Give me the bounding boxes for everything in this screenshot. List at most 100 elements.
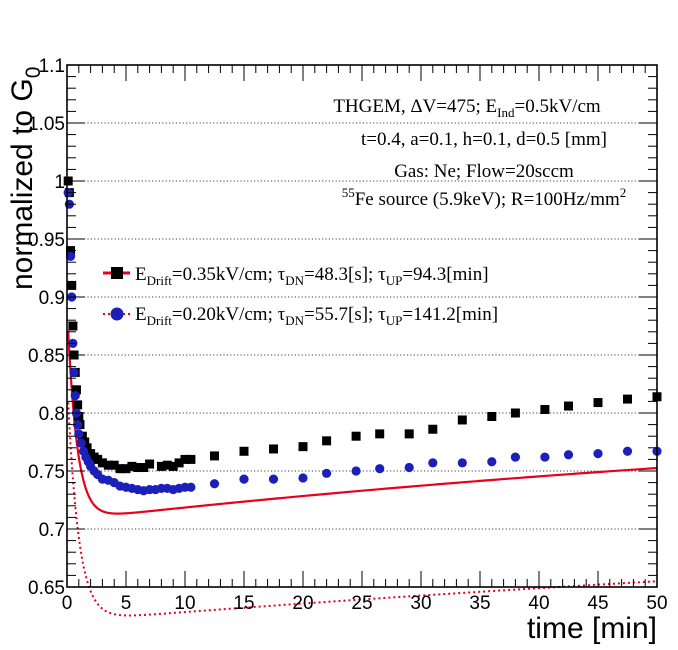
data-point-series-0: [127, 461, 137, 471]
data-point-series-1: [268, 474, 279, 484]
data-point-series-0: [93, 454, 103, 464]
y-tick-label: 0.65: [28, 578, 65, 599]
data-point-series-0: [162, 460, 172, 470]
x-tick-label: 10: [174, 593, 195, 614]
data-point-series-1: [298, 473, 308, 483]
svg-text:EDrift=0.35kV/cm; τDN=48.3[s];: EDrift=0.35kV/cm; τDN=48.3[s]; τUP=94.3[…: [135, 264, 489, 288]
data-point-series-0: [351, 431, 361, 441]
data-point-series-1: [622, 446, 633, 456]
legend-marker-square: [111, 267, 123, 279]
y-axis-title-text: normalized to G: [6, 78, 39, 290]
data-point-series-0: [375, 429, 385, 439]
y-tick-label: 0.9: [39, 288, 65, 309]
data-point-series-0: [180, 454, 190, 464]
data-point-series-1: [69, 367, 79, 377]
data-point-series-0: [71, 385, 81, 395]
data-point-series-1: [322, 468, 332, 478]
y-axis-title-subscript: 0: [22, 67, 45, 79]
data-point-series-0: [133, 463, 143, 473]
data-point-series-0: [109, 460, 119, 470]
data-point-series-0: [68, 321, 78, 331]
svg-text:EDrift=0.20kV/cm; τDN=55.7[s];: EDrift=0.20kV/cm; τDN=55.7[s]; τUP=141.2…: [135, 304, 498, 328]
y-axis-title: normalized to G0: [6, 67, 45, 290]
data-point-series-0: [510, 408, 520, 418]
data-point-series-0: [103, 460, 113, 470]
axis-tick-labels: 0 5 10 15 20 25 30 35 40 45 50 0.65 0.7 0.75 0.8 0.85 0.…: [28, 56, 668, 614]
data-point-series-0: [322, 436, 332, 446]
data-point-series-1: [65, 251, 76, 261]
data-point-series-0: [269, 444, 278, 454]
data-point-series-1: [375, 464, 385, 474]
y-tick-label: 1: [54, 172, 65, 193]
data-point-series-0: [156, 461, 166, 471]
data-point-series-1: [457, 458, 467, 468]
data-point-series-1: [239, 474, 249, 484]
data-point-series-0: [457, 415, 467, 425]
svg-text:normalized to G0: normalized to G0: [6, 67, 45, 290]
data-point-series-1: [74, 429, 84, 439]
data-point-series-0: [298, 442, 308, 452]
y-tick-label: 0.7: [39, 520, 65, 541]
data-point-series-1: [540, 452, 550, 462]
data-point-series-0: [564, 401, 573, 411]
annotation-line-1: THGEM, ΔV=475; EInd=0.5kV/cm: [333, 96, 601, 120]
x-tick-label: 15: [233, 593, 254, 614]
y-tick-label: 0.8: [39, 404, 65, 425]
data-points-layer: [63, 176, 662, 496]
data-point-series-1: [209, 479, 220, 489]
data-point-series-1: [563, 450, 574, 460]
data-point-series-0: [82, 443, 92, 453]
data-point-series-1: [404, 462, 414, 473]
data-point-series-0: [239, 446, 249, 456]
y-tick-label: 0.95: [28, 230, 65, 251]
y-tick-label: 1.1: [39, 56, 65, 77]
data-point-series-1: [351, 466, 361, 476]
data-point-series-1: [73, 420, 83, 430]
x-tick-label: 0: [62, 593, 73, 614]
annotation-block: THGEM, ΔV=475; EInd=0.5kV/cm t=0.4, a=0.…: [333, 96, 626, 210]
annotation-line-4: 55Fe source (5.9keV); R=100Hz/mm2: [342, 185, 627, 210]
data-point-series-0: [174, 458, 184, 468]
data-point-series-1: [510, 452, 520, 462]
annotation-line-2: t=0.4, a=0.1, h=0.1, d=0.5 [mm]: [361, 129, 607, 150]
data-point-series-0: [210, 451, 219, 461]
data-point-series-1: [593, 449, 603, 459]
data-point-series-0: [404, 429, 414, 439]
data-point-series-0: [121, 464, 131, 474]
data-point-series-0: [428, 424, 438, 434]
y-tick-label: 1.05: [28, 114, 65, 135]
x-tick-label: 25: [351, 593, 372, 614]
legend-entry-1: EDrift=0.20kV/cm; τDN=55.7[s]; τUP=141.2…: [103, 304, 498, 328]
x-tick-label: 40: [528, 593, 549, 614]
x-tick-label: 30: [410, 593, 431, 614]
fit-curve-0: [67, 330, 658, 515]
data-point-series-0: [593, 398, 603, 408]
data-point-series-0: [139, 463, 149, 473]
annotation-line-3: Gas: Ne; Flow=20sccm: [394, 161, 574, 182]
data-point-series-0: [115, 464, 125, 474]
x-tick-label: 35: [469, 593, 490, 614]
data-point-series-1: [186, 482, 196, 492]
fit-layer: [67, 330, 658, 617]
fit-curve-1: [67, 402, 658, 617]
data-point-series-1: [487, 457, 497, 467]
y-tick-label: 0.85: [28, 346, 65, 367]
data-point-series-1: [428, 458, 438, 468]
x-axis-title: time [min]: [527, 612, 657, 645]
data-point-series-0: [487, 411, 497, 421]
legend-marker-circle: [110, 307, 124, 321]
data-point-series-0: [186, 454, 196, 464]
x-tick-label: 50: [646, 593, 667, 614]
data-point-series-0: [73, 400, 83, 410]
data-point-series-0: [168, 461, 178, 471]
y-tick-label: 0.75: [28, 462, 65, 483]
data-point-series-0: [145, 459, 155, 469]
data-point-series-0: [540, 405, 550, 415]
legend: EDrift=0.35kV/cm; τDN=48.3[s]; τUP=94.3[…: [103, 264, 498, 328]
x-tick-label: 45: [587, 593, 608, 614]
legend-entry-0: EDrift=0.35kV/cm; τDN=48.3[s]; τUP=94.3[…: [103, 264, 489, 288]
data-point-series-0: [97, 458, 107, 468]
x-tick-label: 5: [121, 593, 132, 614]
data-point-series-1: [76, 438, 86, 448]
